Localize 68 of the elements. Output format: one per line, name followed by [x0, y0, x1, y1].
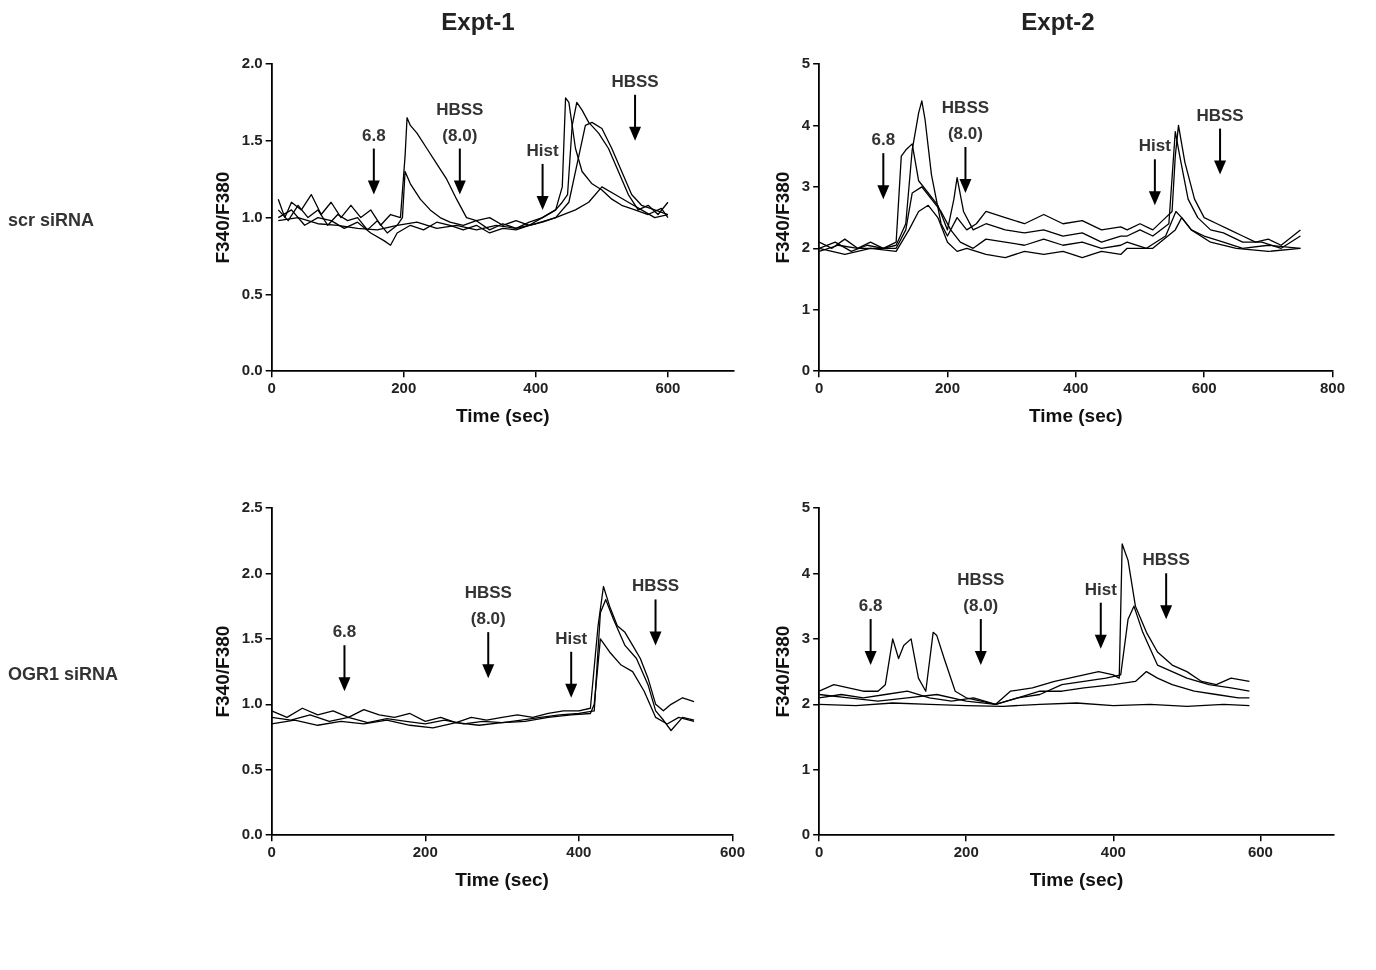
y-tick-label: 1.5 [241, 629, 263, 647]
x-tick-label: 0 [814, 379, 824, 397]
x-tick-label: 600 [719, 843, 745, 861]
y-tick-label: 1 [801, 299, 811, 317]
y-tick-label: 4 [801, 563, 811, 581]
y-tick-label: 1.0 [241, 694, 263, 712]
x-tick-label: 400 [1100, 843, 1126, 861]
annotation: 6.8 [332, 622, 357, 642]
x-tick-label: 800 [1319, 379, 1345, 397]
x-axis-title: Time (sec) [1028, 404, 1123, 426]
x-tick-label: 600 [655, 379, 681, 397]
y-tick-label: 2.0 [241, 54, 263, 72]
y-tick-label: 2.5 [241, 498, 263, 516]
y-tick-label: 0.0 [241, 361, 263, 379]
chart-title: Expt-2 [1020, 8, 1096, 37]
x-tick-label: 0 [814, 843, 824, 861]
x-tick-label: 400 [523, 379, 549, 397]
y-tick-label: 2 [801, 694, 811, 712]
annotation: 6.8 [362, 125, 386, 145]
y-axis-title: F340/F380 [771, 625, 793, 718]
y-tick-label: 2.0 [241, 563, 263, 581]
text: scr siRNA [8, 209, 96, 231]
y-tick-label: 1 [801, 759, 811, 777]
annotation: HBSS [1196, 105, 1244, 125]
x-axis-title: Time (sec) [1029, 868, 1124, 890]
y-tick-label: 5 [801, 54, 811, 72]
y-tick-label: 3 [801, 629, 811, 647]
x-axis-title: Time (sec) [456, 404, 550, 426]
x-tick-label: 0 [267, 843, 276, 861]
x-tick-label: 400 [1063, 379, 1089, 397]
x-tick-label: 200 [953, 843, 979, 861]
annotation: HBSS (8.0) [464, 583, 512, 629]
x-tick-label: 200 [391, 379, 417, 397]
y-tick-label: 0 [801, 361, 811, 379]
y-tick-label: 5 [801, 498, 811, 516]
x-axis-title: Time (sec) [455, 868, 549, 890]
annotation: 6.8 [871, 130, 896, 150]
x-tick-label: 0 [267, 379, 276, 397]
annotation: HBSS [611, 71, 659, 91]
annotation: HBSS (8.0) [436, 99, 484, 145]
y-axis-title: F340/F380 [771, 171, 793, 264]
x-tick-label: 600 [1191, 379, 1217, 397]
annotation: HBSS [1142, 550, 1190, 570]
y-tick-label: 0.5 [241, 284, 263, 302]
chart-title: Expt-1 [440, 8, 516, 37]
x-tick-label: 200 [934, 379, 960, 397]
annotation: Hist [1138, 136, 1172, 156]
x-tick-label: 600 [1247, 843, 1273, 861]
annotation: 6.8 [858, 596, 883, 616]
y-tick-label: 0.0 [241, 825, 263, 843]
annotation: HBSS (8.0) [941, 98, 990, 144]
y-tick-label: 2 [801, 238, 811, 256]
annotation: Hist [1084, 579, 1118, 599]
y-axis-title: F340/F380 [211, 625, 233, 718]
x-tick-label: 400 [566, 843, 592, 861]
y-tick-label: 4 [801, 115, 811, 133]
annotation: HBSS [631, 576, 680, 596]
annotation: Hist [526, 140, 559, 160]
annotation: Hist [555, 628, 588, 648]
y-tick-label: 0 [801, 825, 811, 843]
annotation: HBSS (8.0) [957, 570, 1005, 616]
y-tick-label: 1.5 [241, 130, 263, 148]
y-tick-label: 1.0 [241, 207, 263, 225]
x-tick-label: 200 [412, 843, 438, 861]
text: OGR1 siRNA [8, 663, 120, 685]
y-tick-label: 3 [801, 177, 811, 195]
y-axis-title: F340/F380 [211, 171, 233, 264]
y-tick-label: 0.5 [241, 759, 263, 777]
